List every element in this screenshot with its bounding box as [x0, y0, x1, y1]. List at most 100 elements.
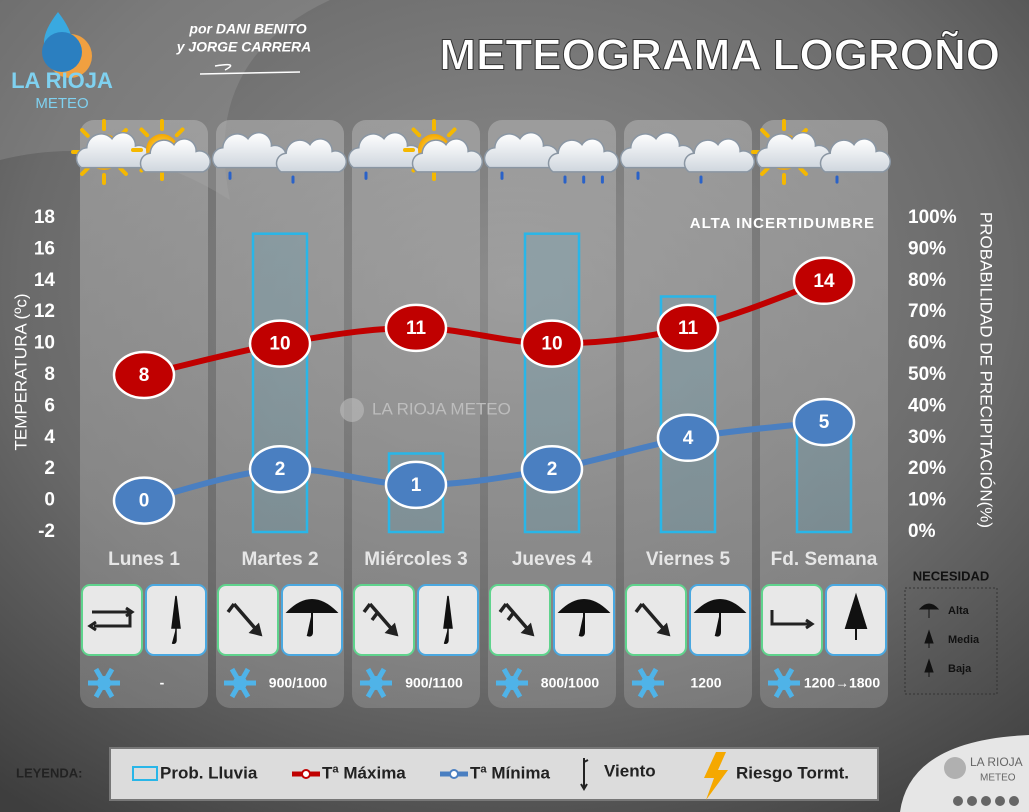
y-axis-title: TEMPERATURA (ºc) — [11, 293, 30, 450]
y-tick-label: 18 — [34, 207, 55, 228]
day-panel — [216, 120, 344, 708]
cloud — [211, 131, 288, 169]
umbrella-icon — [924, 658, 934, 677]
sun-ray — [80, 166, 90, 176]
cloud — [683, 138, 755, 173]
logo-sub: METEO — [35, 95, 88, 112]
weather-icons — [483, 131, 619, 184]
snow-core — [233, 676, 247, 690]
social-icon — [981, 796, 991, 806]
sun-ray — [446, 127, 457, 138]
temp-point — [656, 303, 720, 353]
data-label: 11 — [678, 318, 699, 339]
sun-ray — [760, 128, 770, 138]
umbrella-icon — [171, 595, 181, 644]
y2-tick-label: 10% — [908, 490, 946, 511]
snow-level: 1200 — [690, 675, 721, 691]
social-icon — [1009, 796, 1019, 806]
sun-ray — [411, 127, 422, 138]
footer-logo-sub: METEO — [980, 773, 1016, 784]
data-label: 0 — [139, 491, 150, 512]
cloud — [619, 131, 696, 169]
author: y JORGE CARRERA — [176, 39, 312, 55]
snow-core — [505, 676, 519, 690]
cloud — [275, 138, 347, 173]
legend-wind-icon — [580, 758, 589, 791]
y2-tick-label: 30% — [908, 427, 946, 448]
legend-label: Prob. Lluvia — [160, 763, 258, 782]
necesidad-title: NECESIDAD — [913, 568, 990, 583]
data-label: 10 — [541, 334, 562, 355]
wind-box — [761, 584, 823, 656]
cloud — [755, 131, 832, 169]
x-tick-label: Miércoles 3 — [364, 549, 468, 570]
y2-tick-label: 90% — [908, 238, 946, 259]
snow-icon — [88, 667, 120, 699]
umbrella-icon — [924, 629, 934, 648]
y2-tick-label: 40% — [908, 395, 946, 416]
necesidad-level: Media — [948, 634, 980, 646]
legend-storm-icon — [704, 752, 728, 800]
weather-icons — [71, 119, 211, 185]
snow-icon — [360, 667, 392, 699]
data-label: 5 — [819, 412, 830, 433]
snow-level: - — [160, 675, 165, 691]
social-icon — [995, 796, 1005, 806]
y-tick-label: 6 — [44, 395, 55, 416]
sun-ray — [118, 166, 128, 176]
data-label: 2 — [547, 459, 558, 480]
temp-point — [792, 397, 856, 447]
data-label: 10 — [269, 334, 290, 355]
wind-icon — [362, 602, 399, 637]
legend-label: Tª Mínima — [470, 763, 551, 782]
cloud — [139, 138, 211, 173]
chart-title: METEOGRAMA LOGROÑO — [439, 30, 1000, 80]
logo-name: LA RIOJA — [11, 68, 113, 93]
y2-tick-label: 70% — [908, 301, 946, 322]
snow-level: 900/1100 — [405, 675, 463, 691]
snow-core — [641, 676, 655, 690]
snow-icon — [768, 667, 800, 699]
cloud — [547, 138, 619, 173]
x-tick-label: Viernes 5 — [646, 549, 731, 570]
y-tick-label: 16 — [34, 238, 55, 259]
necesidad-level: Alta — [948, 605, 970, 617]
annotation: ALTA INCERTIDUMBRE — [690, 215, 875, 232]
day-panel — [80, 120, 208, 708]
y-tick-label: 4 — [44, 427, 55, 448]
wind-icon — [770, 610, 815, 630]
author: por DANI BENITO — [188, 21, 306, 37]
legend-label: Riesgo Tormt. — [736, 763, 849, 782]
temp-point — [792, 256, 856, 306]
temp-point — [520, 319, 584, 368]
cloud — [411, 138, 483, 173]
legend-label: Tª Máxima — [322, 763, 406, 782]
y-tick-label: -2 — [38, 521, 55, 542]
umbrella-icon — [443, 595, 453, 644]
snow-icon — [496, 667, 528, 699]
data-label: 11 — [406, 318, 427, 339]
y-tick-label: 10 — [34, 333, 55, 354]
data-label: 1 — [411, 475, 422, 496]
social-icon — [953, 796, 963, 806]
sun-ray — [139, 127, 150, 138]
signature — [199, 63, 301, 75]
weather-icons — [751, 119, 891, 185]
legend-swatch — [449, 769, 459, 779]
temp-point — [248, 319, 312, 368]
x-tick-label: Lunes 1 — [108, 549, 180, 570]
weather-icons — [347, 119, 483, 181]
temp-point — [248, 444, 312, 494]
legend-label: Viento — [604, 761, 656, 780]
y-tick-label: 8 — [44, 364, 55, 385]
cloud — [819, 138, 891, 173]
temp-point — [112, 350, 176, 400]
sun-ray — [80, 128, 90, 138]
sun-ray — [174, 127, 185, 138]
temp-point — [520, 444, 584, 494]
legend-swatch — [132, 766, 158, 781]
snow-level: 1200→1800 — [804, 675, 881, 691]
umbrella-icon — [285, 599, 339, 637]
wind-box — [81, 584, 143, 656]
